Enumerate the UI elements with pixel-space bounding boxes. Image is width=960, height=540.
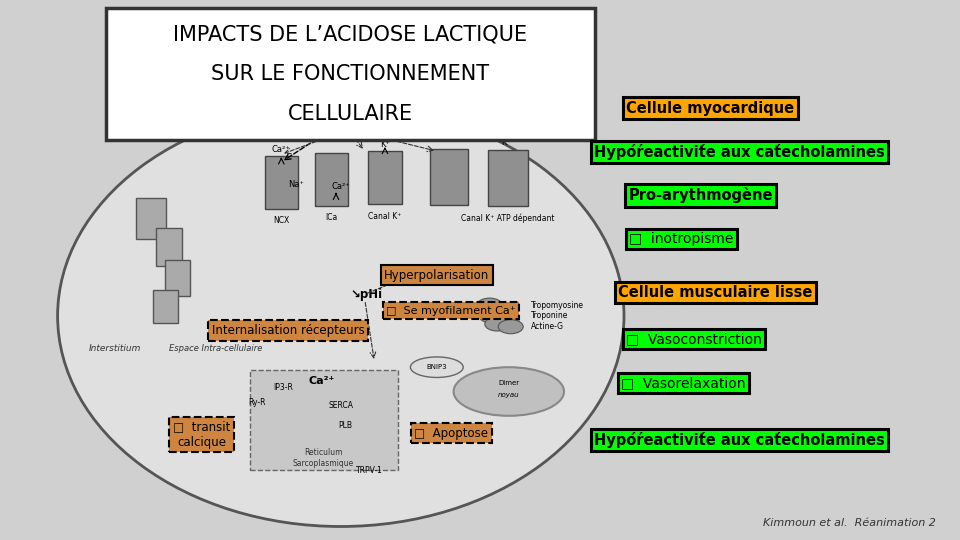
Text: □  Apoptose: □ Apoptose: [414, 427, 489, 440]
FancyBboxPatch shape: [430, 149, 468, 205]
FancyBboxPatch shape: [488, 150, 528, 206]
Text: Ca²⁺: Ca²⁺: [331, 182, 350, 191]
Text: □  Se myofilament Ca⁺: □ Se myofilament Ca⁺: [386, 306, 516, 315]
Text: Hypóŕeactivit́e aux cat́echolamines: Hypóŕeactivit́e aux cat́echolamines: [594, 432, 884, 448]
Text: Pro-arythmogène: Pro-arythmogène: [629, 187, 773, 204]
FancyBboxPatch shape: [315, 153, 348, 206]
Text: Espace Intra-cellulaire: Espace Intra-cellulaire: [169, 344, 263, 353]
Text: Interstitium: Interstitium: [89, 344, 141, 353]
Text: Na⁺: Na⁺: [288, 180, 303, 189]
Ellipse shape: [58, 105, 624, 526]
Text: SUR LE FONCTIONNEMENT: SUR LE FONCTIONNEMENT: [211, 64, 490, 84]
Text: Internalisation récepteurs: Internalisation récepteurs: [211, 324, 365, 337]
Text: Cellule musculaire lisse: Cellule musculaire lisse: [618, 285, 812, 300]
FancyBboxPatch shape: [156, 228, 182, 266]
Text: □  Vasoconstriction: □ Vasoconstriction: [626, 332, 762, 346]
Circle shape: [492, 303, 516, 318]
Text: Canal K⁺ ATP dépendant: Canal K⁺ ATP dépendant: [461, 213, 555, 223]
Circle shape: [485, 317, 510, 331]
Text: Reticulum
Sarcoplasmique: Reticulum Sarcoplasmique: [293, 448, 354, 468]
Text: PLB: PLB: [339, 421, 352, 430]
Text: Ry-R: Ry-R: [249, 398, 266, 407]
Text: Dimer: Dimer: [498, 380, 519, 387]
Text: □  inotropisme: □ inotropisme: [630, 232, 733, 246]
Text: IP3-R: IP3-R: [274, 383, 293, 391]
FancyBboxPatch shape: [265, 156, 298, 209]
Text: TRPV-1: TRPV-1: [356, 467, 383, 475]
Text: SERCA: SERCA: [328, 401, 353, 409]
FancyBboxPatch shape: [106, 8, 595, 140]
Text: ICa: ICa: [325, 213, 337, 222]
Circle shape: [498, 320, 523, 334]
Text: ↘pHi: ↘pHi: [350, 288, 383, 301]
Circle shape: [494, 312, 519, 326]
Text: ↘pHe: ↘pHe: [325, 118, 362, 131]
Text: □  transit
calcique: □ transit calcique: [173, 421, 230, 449]
Circle shape: [477, 298, 502, 312]
Text: NCX: NCX: [274, 216, 289, 225]
Text: Ca²⁺: Ca²⁺: [308, 376, 335, 386]
Text: K⁺: K⁺: [501, 138, 511, 147]
Ellipse shape: [411, 357, 463, 377]
FancyBboxPatch shape: [165, 260, 190, 296]
Text: Hyperpolarisation: Hyperpolarisation: [384, 269, 490, 282]
Text: noyau: noyau: [498, 392, 519, 399]
Text: BNIP3: BNIP3: [426, 364, 447, 370]
Text: Canal K⁺: Canal K⁺: [369, 212, 401, 221]
FancyBboxPatch shape: [250, 370, 398, 470]
Text: Hypóŕeactivit́e aux cat́echolamines: Hypóŕeactivit́e aux cat́echolamines: [594, 144, 884, 160]
Text: K⁺: K⁺: [380, 140, 390, 149]
FancyBboxPatch shape: [368, 151, 402, 204]
Text: Cellule myocardique: Cellule myocardique: [626, 100, 795, 116]
Circle shape: [479, 309, 504, 323]
Text: Ca²⁺: Ca²⁺: [272, 145, 291, 153]
Ellipse shape: [454, 367, 564, 416]
Text: Tropomyosine
Troponine
Actine-G: Tropomyosine Troponine Actine-G: [531, 301, 584, 331]
Text: IMPACTS DE L’ACIDOSE LACTIQUE: IMPACTS DE L’ACIDOSE LACTIQUE: [174, 24, 527, 44]
FancyBboxPatch shape: [153, 290, 178, 323]
FancyBboxPatch shape: [136, 198, 166, 239]
Text: CELLULAIRE: CELLULAIRE: [288, 104, 413, 124]
Text: Kimmoun et al.  Réanimation 2: Kimmoun et al. Réanimation 2: [763, 518, 936, 528]
Text: □  Vasorelaxation: □ Vasorelaxation: [621, 376, 746, 390]
